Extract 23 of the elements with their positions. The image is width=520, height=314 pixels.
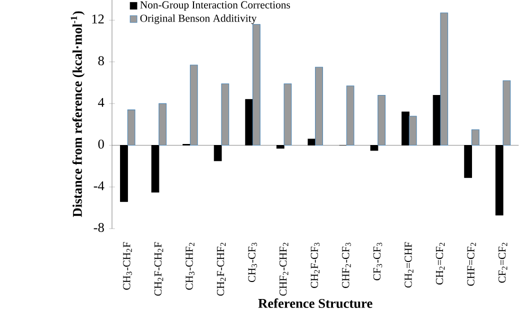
x-tick-label: CHF$_{2}$-CHF$_{2}$: [280, 242, 288, 296]
y-tick-label: -8: [94, 223, 104, 232]
x-tick-label: CHF$_{2}$-CF$_{3}$: [342, 242, 351, 288]
x-tick-label: CH$_{2}$F-CHF$_{2}$: [216, 242, 226, 296]
x-axis-title: Reference Structure: [258, 298, 372, 308]
x-tick-label: CH$_{3}$-CF$_{3}$: [248, 242, 258, 282]
y-tick-label: 0: [98, 140, 104, 149]
y-tick-label: 8: [98, 56, 104, 66]
x-tick-label: CH$_{3}$-CH$_{2}$F: [123, 242, 132, 290]
x-tick-label: CF$_{3}$-CF$_{3}$: [373, 242, 382, 280]
x-tick-label: CH$_{2}$F-CH$_{2}$F: [154, 242, 164, 296]
x-tick-label: CF$_{2}$=CF$_{2}$: [498, 242, 508, 283]
x-tick-label: CH$_{2}$=CF$_{2}$: [436, 242, 445, 285]
y-tick-label: -4: [94, 181, 104, 190]
x-tick-label: CHF=CF$_{2}$: [467, 242, 476, 286]
x-tick-label: CH$_{2}$F-CF$_{3}$: [310, 242, 320, 288]
y-tick-label: 12: [92, 14, 104, 24]
x-tick-label: CH$_{2}$=CHF: [404, 242, 414, 288]
legend-label: Non-Group Interaction Corrections: [140, 1, 290, 11]
legend-label: Original Benson Additivity: [140, 14, 257, 24]
y-tick-label: 4: [98, 98, 104, 107]
y-axis-title: Distance from reference (kcal·mol$^{-1}$): [70, 11, 85, 218]
x-tick-label: CH$_{3}$-CHF$_{2}$: [186, 242, 194, 290]
